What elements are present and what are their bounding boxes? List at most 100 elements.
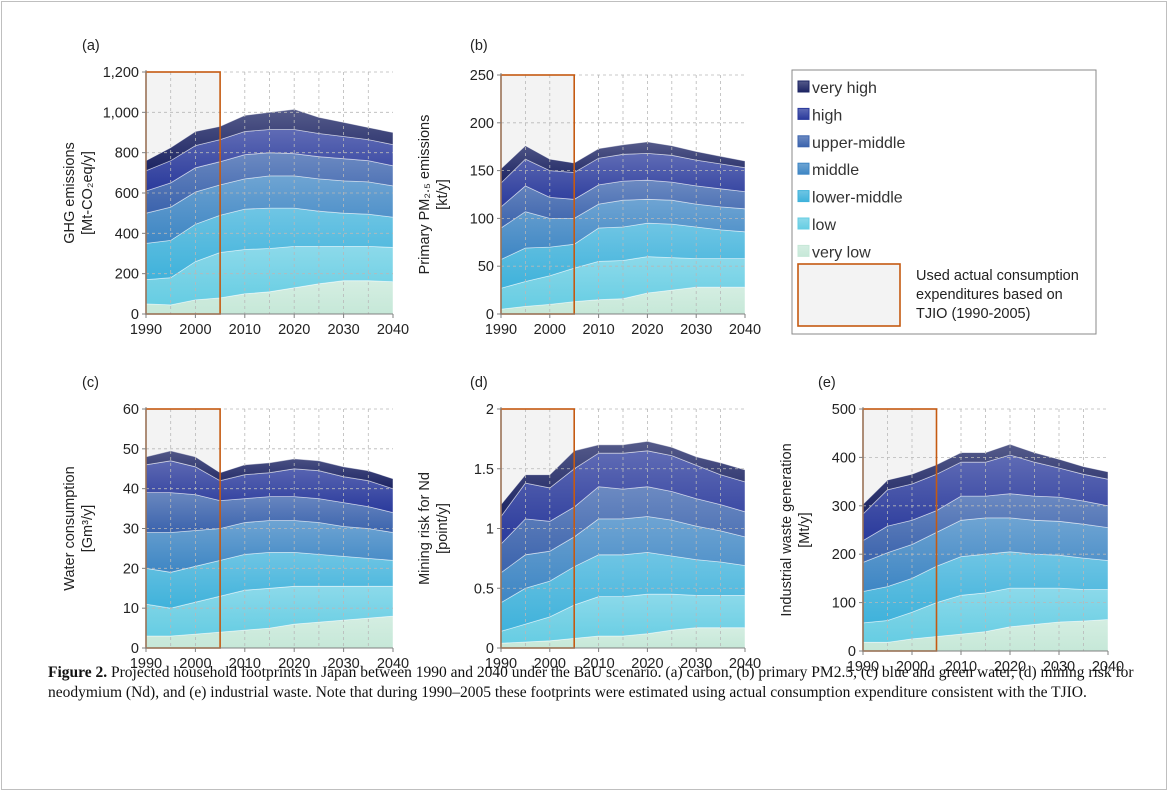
y-tick-label: 20 — [123, 561, 139, 577]
legend-swatch — [797, 162, 810, 175]
y-tick-label: 1.5 — [474, 462, 494, 478]
x-tick-label: 2020 — [631, 322, 663, 338]
x-tick-label: 2030 — [680, 656, 712, 672]
y-tick-label: 60 — [123, 402, 139, 418]
y-tick-label: 300 — [832, 499, 856, 515]
y-axis-title: Industrial waste generation — [779, 443, 795, 616]
y-tick-label: 0 — [848, 644, 856, 660]
x-tick-label: 2020 — [994, 659, 1026, 675]
legend-swatch — [797, 217, 810, 230]
chart-e: 0 100 200 300 400 500 1990 2000 2010 2020 2030 2040… — [779, 375, 1124, 675]
panel-label: (a) — [82, 38, 100, 54]
y-tick-label: 600 — [115, 186, 139, 202]
legend-swatch — [797, 190, 810, 203]
caption-label: Figure 2. — [48, 664, 108, 681]
figure-caption: Figure 2. Projected household footprints… — [48, 663, 1158, 703]
y-tick-label: 30 — [123, 522, 139, 538]
legend-label: lower-middle — [812, 190, 903, 207]
x-tick-label: 2040 — [377, 656, 409, 672]
y-axis-unit: [Mt/y] — [797, 512, 813, 547]
x-tick-label: 2040 — [729, 322, 761, 338]
legend-shade-swatch — [797, 263, 901, 327]
legend-label: high — [812, 107, 842, 124]
panel-label: (e) — [818, 375, 836, 391]
x-tick-label: 1990 — [485, 322, 517, 338]
x-tick-label: 2020 — [278, 322, 310, 338]
y-tick-label: 200 — [470, 116, 494, 132]
legend-label: very low — [812, 244, 871, 261]
y-tick-label: 500 — [832, 402, 856, 418]
y-tick-label: 10 — [123, 601, 139, 617]
legend-label: very high — [812, 80, 877, 97]
y-tick-label: 400 — [115, 226, 139, 242]
chart-a: 0 200 400 600 800 1,000 1,200 1990 2000 2010 2020 2… — [62, 38, 409, 338]
y-axis-title: GHG emissions — [62, 142, 78, 244]
y-tick-label: 0 — [131, 641, 139, 657]
x-tick-label: 2040 — [1092, 659, 1124, 675]
y-tick-label: 1 — [486, 522, 494, 538]
x-tick-label: 2020 — [278, 656, 310, 672]
y-axis-title: Water consumption — [62, 466, 78, 590]
y-tick-label: 1,200 — [103, 65, 139, 81]
x-tick-label: 2000 — [534, 656, 566, 672]
x-tick-label: 2000 — [534, 322, 566, 338]
x-tick-label: 2020 — [631, 656, 663, 672]
caption-text: Projected household footprints in Japan … — [48, 664, 1134, 701]
legend-label: upper-middle — [812, 135, 905, 152]
x-tick-label: 2030 — [327, 322, 359, 338]
y-axis-unit: [kt/y] — [435, 179, 451, 210]
x-tick-label: 1990 — [130, 656, 162, 672]
x-tick-label: 2010 — [229, 656, 261, 672]
y-axis-title: Mining risk for Nd — [417, 472, 433, 585]
y-axis-unit: [point/y] — [435, 503, 451, 554]
y-tick-label: 150 — [470, 164, 494, 180]
y-tick-label: 0 — [486, 307, 494, 323]
x-tick-label: 2010 — [582, 656, 614, 672]
legend-swatch — [797, 107, 810, 120]
legend-shade-note: TJIO (1990-2005) — [916, 306, 1030, 322]
y-tick-label: 800 — [115, 146, 139, 162]
x-tick-label: 2030 — [1043, 659, 1075, 675]
y-tick-label: 200 — [832, 547, 856, 563]
y-axis-title: Primary PM₂.₅ emissions — [417, 115, 433, 275]
panel-label: (b) — [470, 38, 488, 54]
y-tick-label: 400 — [832, 450, 856, 466]
x-tick-label: 1990 — [485, 656, 517, 672]
x-tick-label: 2010 — [582, 322, 614, 338]
chart-b: 0 50 100 150 200 250 1990 2000 2010 2020 2030 2040 (… — [417, 38, 761, 338]
x-tick-label: 2000 — [179, 656, 211, 672]
legend-shade-note: expenditures based on — [916, 287, 1063, 303]
x-tick-label: 1990 — [130, 322, 162, 338]
y-tick-label: 2 — [486, 402, 494, 418]
x-tick-label: 2030 — [680, 322, 712, 338]
chart-d: 0 0.5 1 1.5 2 1990 2000 2010 2020 2030 2040 (d) Mini… — [417, 375, 761, 672]
y-tick-label: 200 — [115, 267, 139, 283]
x-tick-label: 2000 — [896, 659, 928, 675]
legend-swatch — [797, 135, 810, 148]
y-tick-label: 0.5 — [474, 581, 494, 597]
legend-swatch — [797, 80, 810, 93]
legend-shade-note: Used actual consumption — [916, 268, 1079, 284]
y-tick-label: 50 — [478, 259, 494, 275]
x-tick-label: 2040 — [729, 656, 761, 672]
x-tick-label: 2030 — [327, 656, 359, 672]
y-tick-label: 50 — [123, 442, 139, 458]
legend-label: low — [812, 217, 836, 234]
y-axis-unit: [Gm³/y] — [80, 505, 96, 553]
x-tick-label: 2010 — [945, 659, 977, 675]
area-very-high — [500, 141, 746, 184]
x-tick-label: 1990 — [847, 659, 879, 675]
x-tick-label: 2010 — [229, 322, 261, 338]
y-tick-label: 1,000 — [103, 105, 139, 121]
panel-label: (d) — [470, 375, 488, 391]
area-very-high — [145, 108, 394, 172]
x-tick-label: 2000 — [179, 322, 211, 338]
legend: very high high upper-middle middle lower-mid… — [791, 69, 1097, 335]
y-tick-label: 250 — [470, 68, 494, 84]
area-very-high — [500, 440, 746, 518]
legend-label: middle — [812, 162, 859, 179]
